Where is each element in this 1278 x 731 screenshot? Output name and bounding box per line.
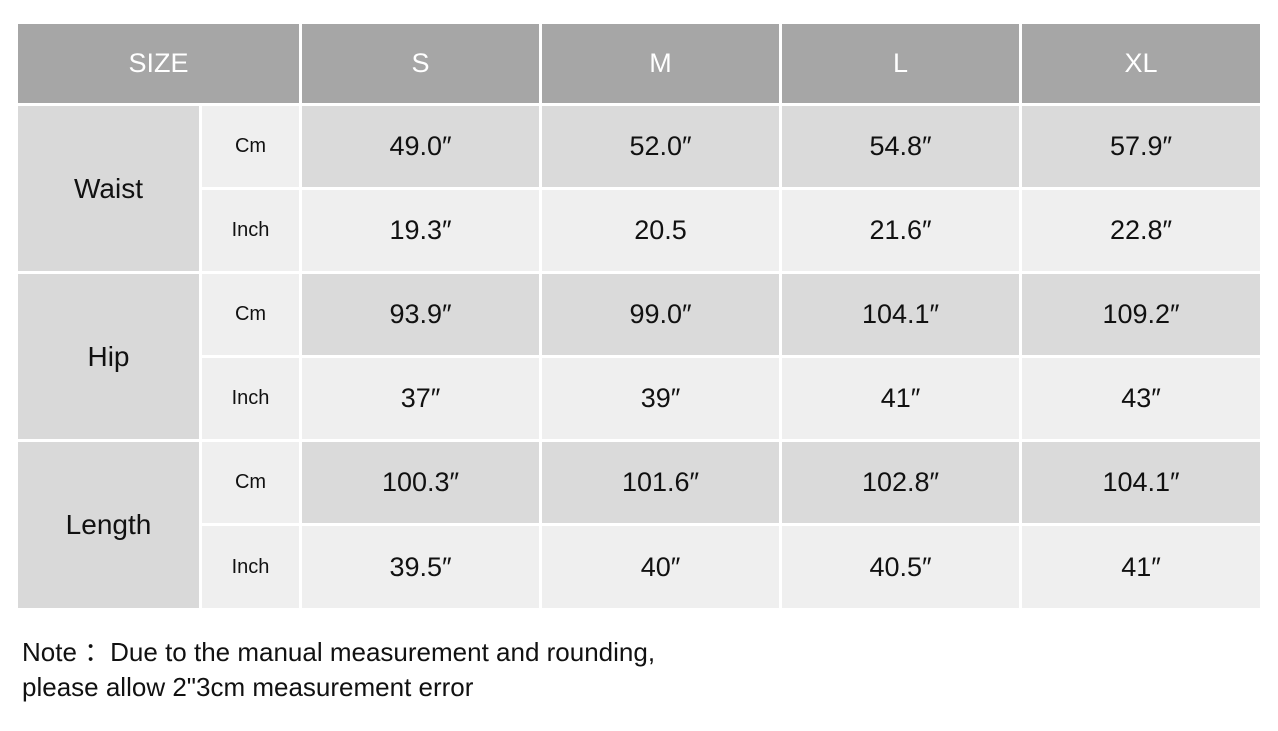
value-cell: 52.0″ xyxy=(542,106,779,187)
value-cell: 40″ xyxy=(542,526,779,608)
header-cell: SIZE xyxy=(18,24,299,103)
value-cell: 100.3″ xyxy=(302,442,539,523)
value-cell: 41″ xyxy=(782,358,1019,439)
value-cell: 19.3″ xyxy=(302,190,539,271)
value-cell: 101.6″ xyxy=(542,442,779,523)
value-cell: 21.6″ xyxy=(782,190,1019,271)
note-line: please allow 2"3cm measurement error xyxy=(22,672,474,702)
unit-label: Inch xyxy=(202,190,299,271)
value-cell: 39″ xyxy=(542,358,779,439)
unit-label: Cm xyxy=(202,274,299,355)
unit-label: Inch xyxy=(202,526,299,608)
value-cell: 104.1″ xyxy=(782,274,1019,355)
value-cell: 20.5 xyxy=(542,190,779,271)
group-label: Waist xyxy=(18,106,199,271)
value-cell: 39.5″ xyxy=(302,526,539,608)
unit-label: Cm xyxy=(202,106,299,187)
group-label: Hip xyxy=(18,274,199,439)
header-cell: XL xyxy=(1022,24,1260,103)
value-cell: 57.9″ xyxy=(1022,106,1260,187)
header-cell: L xyxy=(782,24,1019,103)
header-cell: S xyxy=(302,24,539,103)
value-cell: 40.5″ xyxy=(782,526,1019,608)
value-cell: 22.8″ xyxy=(1022,190,1260,271)
note-line: Note ：Due to the manual measurement and … xyxy=(22,637,656,667)
value-cell: 37″ xyxy=(302,358,539,439)
value-cell: 104.1″ xyxy=(1022,442,1260,523)
unit-label: Inch xyxy=(202,358,299,439)
value-cell: 41″ xyxy=(1022,526,1260,608)
value-cell: 54.8″ xyxy=(782,106,1019,187)
value-cell: 99.0″ xyxy=(542,274,779,355)
header-cell: M xyxy=(542,24,779,103)
group-label: Length xyxy=(18,442,199,608)
value-cell: 102.8″ xyxy=(782,442,1019,523)
value-cell: 49.0″ xyxy=(302,106,539,187)
value-cell: 93.9″ xyxy=(302,274,539,355)
value-cell: 43″ xyxy=(1022,358,1260,439)
unit-label: Cm xyxy=(202,442,299,523)
value-cell: 109.2″ xyxy=(1022,274,1260,355)
